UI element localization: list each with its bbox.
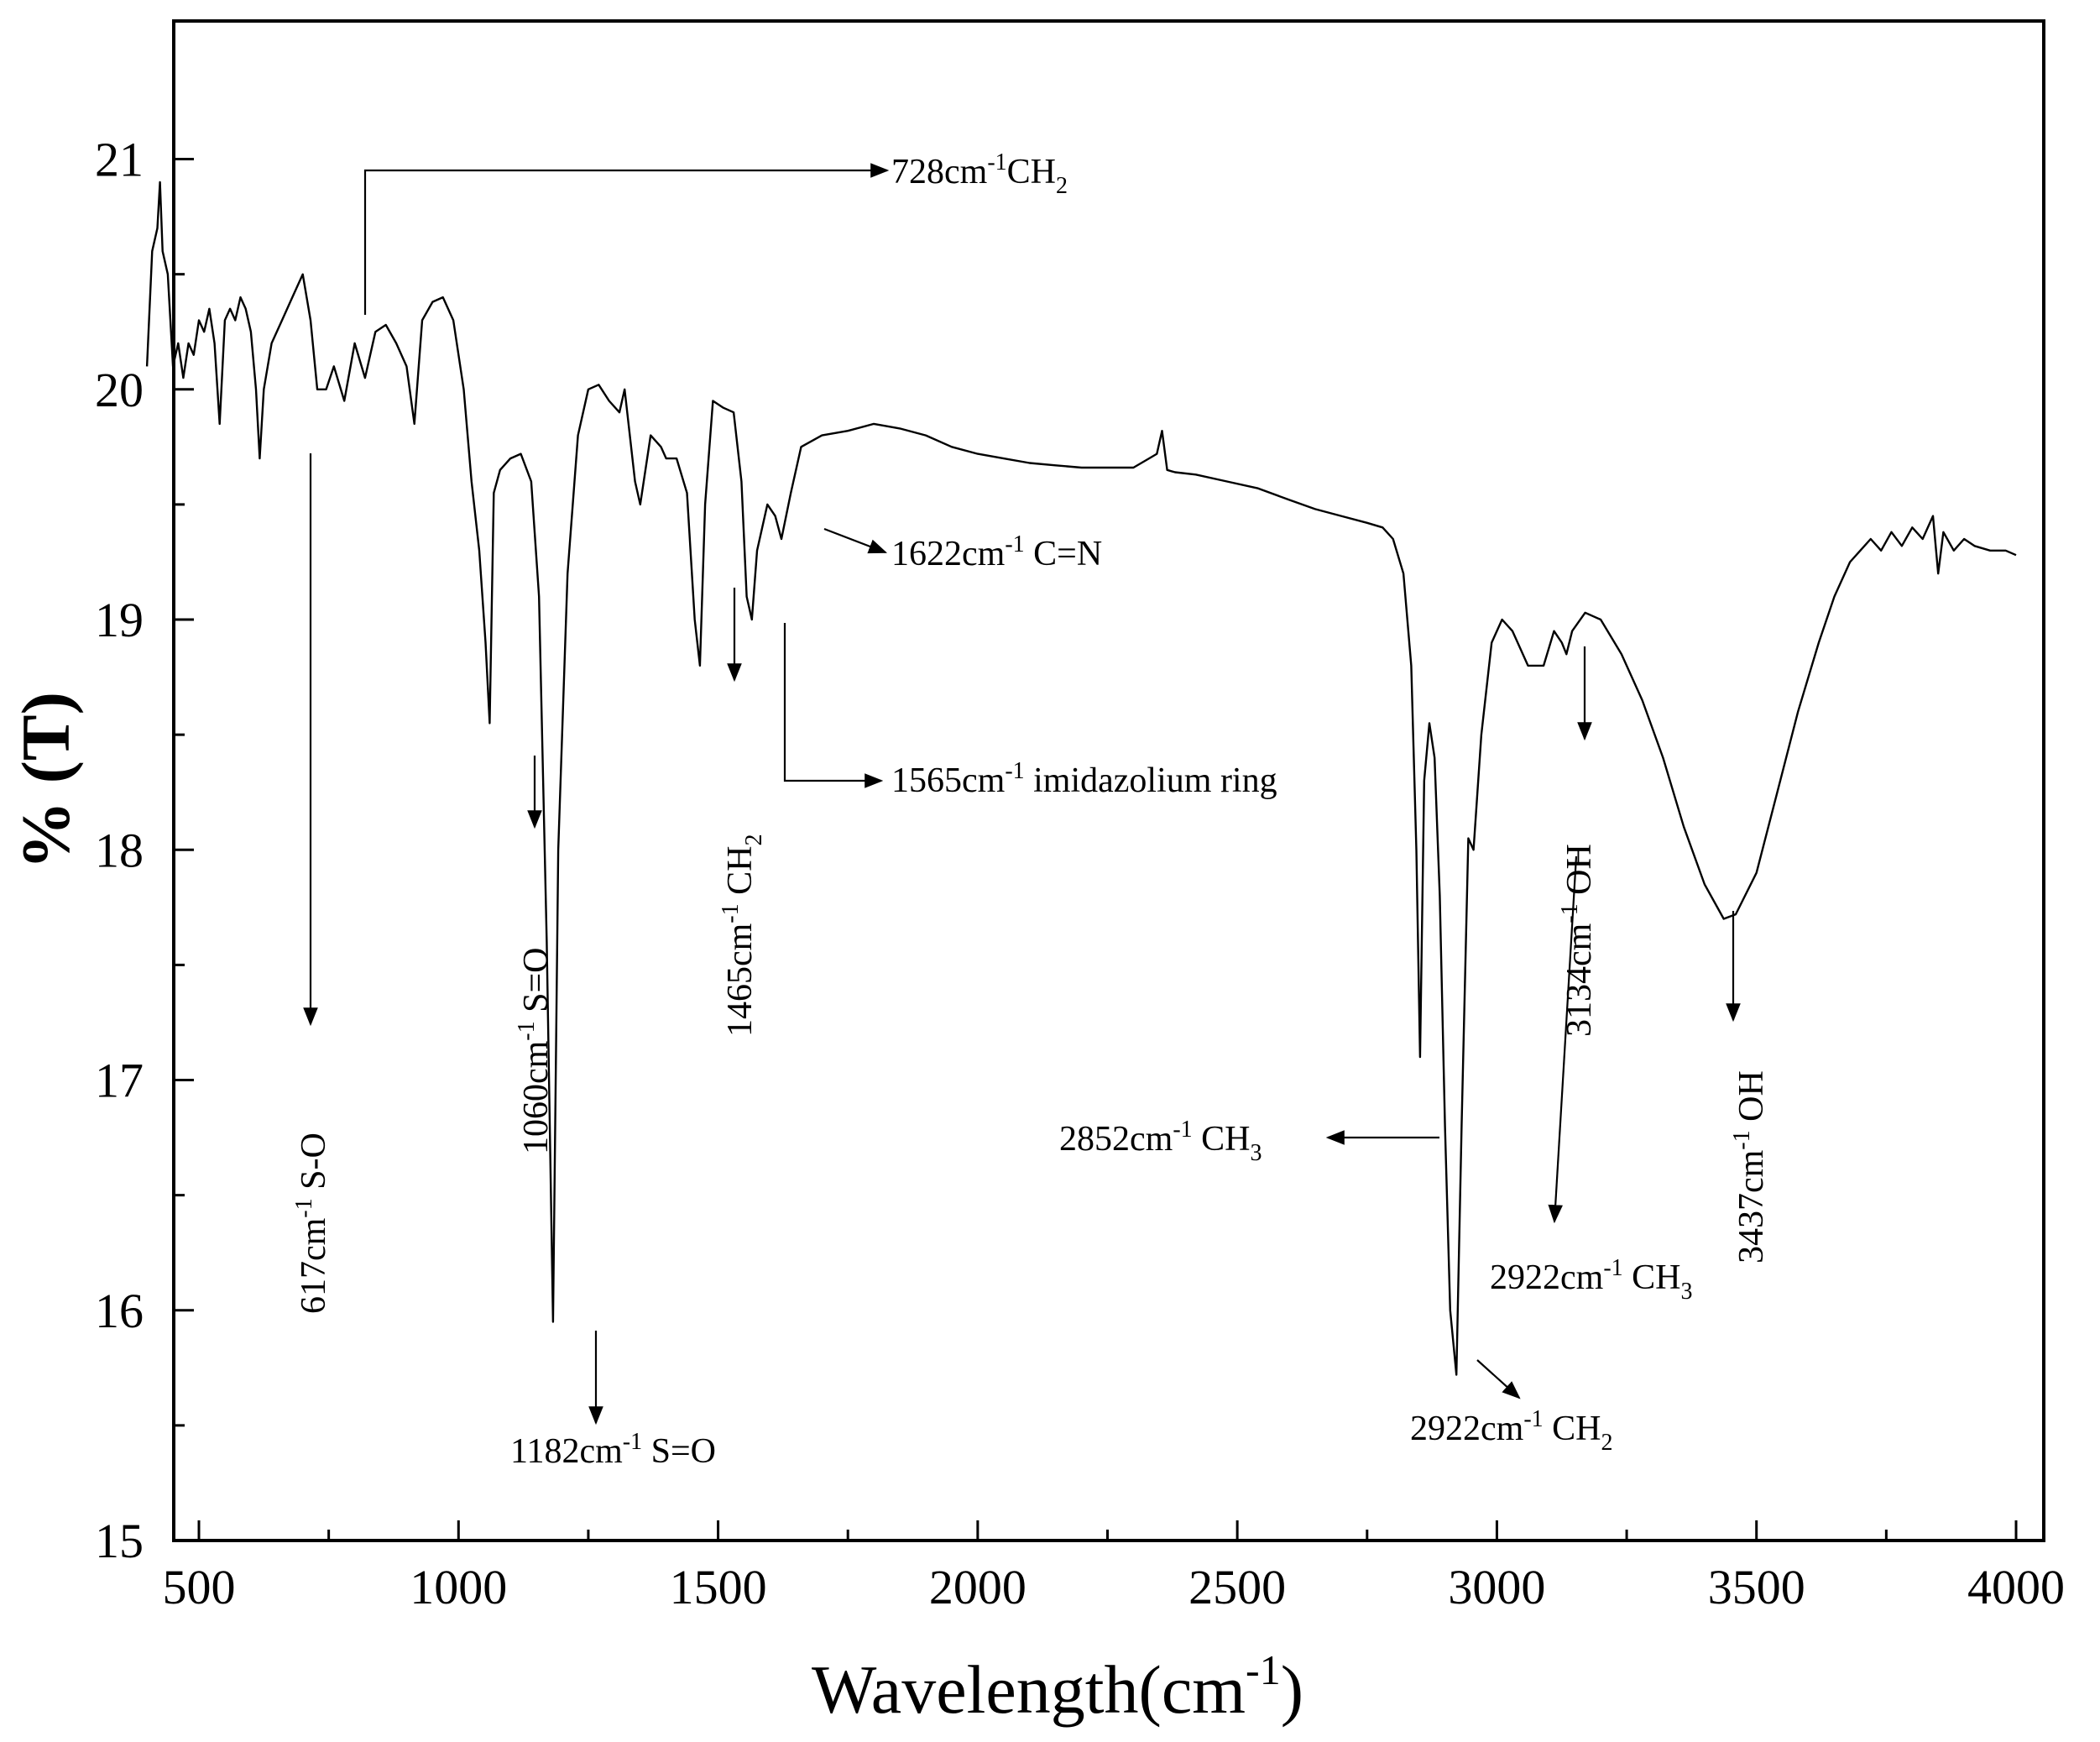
y-tick-label: 21 [95,133,144,187]
x-axis-title: Wavelength(cm-1) [812,1646,1303,1728]
annotation-label: 1565cm-1 imidazolium ring [891,758,1277,800]
annotation-label: 1465cm-1 CH2 [718,834,767,1038]
annotation-label: 2922cm-1 CH3 [1490,1255,1693,1305]
annotation-labels: 728cm-1CH2 1622cm-1 C=N 1565cm-1 imidazoli… [291,149,1771,1471]
annotation-label: 1622cm-1 C=N [891,531,1102,573]
x-tick-label: 4000 [1967,1560,2065,1614]
annotation-label: 3437cm-1 OH [1729,1070,1771,1263]
annotation-arrow [363,163,890,315]
y-tick-label: 16 [95,1284,144,1338]
x-tick-label: 3500 [1708,1560,1805,1614]
y-tick-label: 18 [95,823,144,877]
axis-ticks [174,158,2018,1542]
y-axis-title: % (T) [8,692,84,870]
annotation-arrow [823,527,888,554]
x-tick-label: 2000 [929,1560,1026,1614]
y-tick-label: 15 [95,1514,144,1568]
x-tick-label: 3000 [1448,1560,1545,1614]
y-tick-label: 17 [95,1054,144,1108]
annotation-label: 1060cm-1 S=O [514,947,556,1154]
annotation-arrow [783,623,884,788]
spectrum-line [145,180,2017,1376]
annotation-label: 3134cm-1 OH [1557,844,1599,1037]
annotation-arrows [303,163,1741,1426]
annotation-arrow [1548,855,1578,1224]
x-tick-label: 1500 [670,1560,767,1614]
y-tick-label: 19 [95,593,144,647]
x-tick-label: 2500 [1188,1560,1286,1614]
x-tick-label: 1000 [410,1560,507,1614]
annotation-label: 2852cm-1 CH3 [1059,1117,1262,1166]
annotation-arrow [1476,1359,1521,1399]
annotation-label: 617cm-1 S-O [291,1133,333,1314]
x-tick-label: 500 [163,1560,236,1614]
annotation-label: 1182cm-1 S=O [510,1429,716,1471]
y-tick-label: 20 [95,363,144,417]
axis-tick-labels: 500 1000 1500 2000 2500 3000 3500 4000 15 16 17 18 1… [95,133,2065,1614]
annotation-label: 2922cm-1 CH2 [1410,1406,1613,1456]
annotation-label: 728cm-1CH2 [891,149,1068,199]
